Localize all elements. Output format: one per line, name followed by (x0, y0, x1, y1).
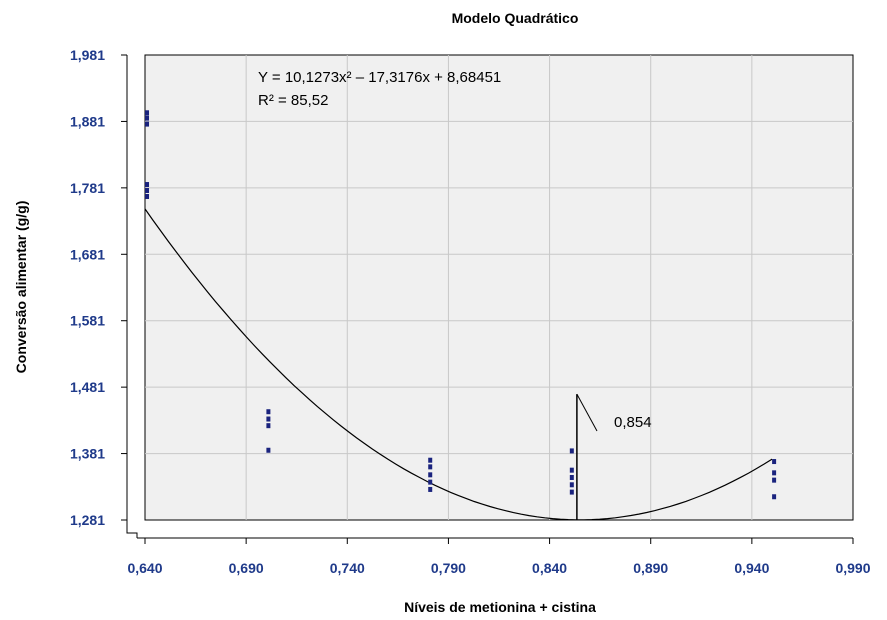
data-point (428, 479, 433, 485)
x-axis-title: Níveis de metionina + cistina (404, 599, 596, 615)
y-tick-label: 1,881 (70, 113, 105, 129)
data-point (428, 457, 433, 463)
data-point (428, 464, 433, 470)
y-tick-label: 1,481 (70, 379, 105, 395)
x-tick-label: 0,940 (734, 560, 769, 576)
data-point (145, 121, 150, 127)
data-point (145, 110, 150, 116)
axis-break (126, 528, 138, 538)
data-point (145, 115, 150, 121)
data-point (772, 470, 777, 476)
data-point (145, 193, 150, 199)
fit-curve-layer (144, 208, 773, 521)
marker-label: 0,854 (614, 414, 652, 431)
data-points (145, 110, 777, 500)
y-tick-label: 1,581 (70, 313, 105, 329)
y-tick-label: 1,681 (70, 246, 105, 262)
data-point (266, 409, 271, 415)
y-tick-label: 1,381 (70, 446, 105, 462)
x-tick-label: 0,840 (532, 560, 567, 576)
x-tick-labels: 0,640 0,690 0,740 0,790 0,840 0,890 0,940 0,990 (127, 560, 870, 576)
y-axis-title: Conversão alimentar (g/g) (13, 201, 29, 374)
equation-label: Y = 10,1273x² – 17,3176x + 8,68451 (258, 69, 501, 86)
x-tick-label: 0,640 (127, 560, 162, 576)
plot-area (144, 54, 854, 521)
x-tick-label: 0,890 (633, 560, 668, 576)
x-tick-label: 0,790 (431, 560, 466, 576)
data-point (266, 423, 271, 429)
data-point (772, 459, 777, 465)
fit-curve (144, 208, 773, 521)
data-point (569, 474, 574, 480)
data-point (772, 477, 777, 483)
data-point (266, 416, 271, 422)
y-tick-label: 1,281 (70, 512, 105, 528)
data-point (266, 447, 271, 453)
x-tick-label: 0,990 (835, 560, 870, 576)
data-point (569, 489, 574, 495)
chart-title: Modelo Quadrático (452, 10, 579, 26)
x-tick-label: 0,690 (229, 560, 264, 576)
data-point (569, 467, 574, 473)
data-point (428, 472, 433, 478)
axes (121, 54, 854, 544)
y-tick-labels: 1,281 1,381 1,481 1,581 1,681 1,781 1,881 1,981 (70, 47, 105, 528)
data-point (145, 188, 150, 194)
y-tick-label: 1,781 (70, 180, 105, 196)
data-point (772, 494, 777, 500)
grid (145, 55, 853, 520)
y-tick-label: 1,981 (70, 47, 105, 63)
x-tick-label: 0,740 (330, 560, 365, 576)
data-point (145, 182, 150, 188)
r2-label: R² = 85,52 (258, 92, 328, 109)
data-point (569, 448, 574, 454)
marker-leader-line (576, 393, 598, 432)
data-point (428, 486, 433, 492)
data-point (569, 482, 574, 488)
